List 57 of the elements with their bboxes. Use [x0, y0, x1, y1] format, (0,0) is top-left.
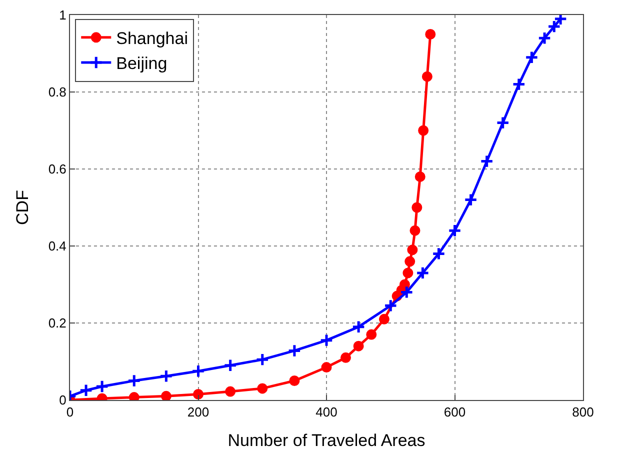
y-tick-label: 1: [59, 8, 66, 23]
y-tick-label: 0: [59, 392, 66, 408]
point: [225, 386, 236, 397]
point: [402, 268, 414, 278]
point: [410, 225, 420, 236]
y-tick-label: 0.6: [48, 162, 66, 177]
point: [320, 333, 334, 348]
point: [538, 31, 552, 45]
y-tick-label: 0.8: [48, 84, 66, 100]
point: [384, 298, 398, 313]
point: [223, 358, 238, 372]
point: [448, 224, 462, 238]
point: [95, 380, 109, 394]
point: [288, 344, 302, 358]
point: [159, 369, 174, 383]
point: [352, 320, 366, 334]
point: [321, 362, 332, 373]
point: [412, 202, 422, 213]
x-tick-label: 800: [572, 404, 594, 420]
point: [512, 77, 526, 92]
point: [256, 352, 270, 366]
point: [353, 340, 364, 352]
point: [257, 383, 268, 394]
point: [418, 125, 429, 136]
point: [416, 266, 430, 280]
point: [160, 390, 172, 400]
point: [340, 352, 351, 363]
point: [191, 364, 206, 378]
point: [399, 279, 410, 290]
point: [422, 71, 432, 82]
y-tick-label: 0.4: [48, 238, 66, 254]
point: [127, 374, 141, 388]
x-tick-label: 400: [316, 404, 338, 420]
point: [193, 388, 204, 400]
y-tick-label: 0.2: [48, 316, 66, 331]
point: [480, 154, 494, 168]
point: [496, 116, 510, 130]
legend-label: Beijing: [116, 54, 168, 74]
point: [378, 314, 390, 324]
point: [289, 376, 300, 386]
point: [366, 329, 377, 340]
point: [425, 29, 436, 40]
point: [432, 246, 446, 261]
x-axis-title: Number of Traveled Areas: [228, 431, 426, 450]
y-axis-title: CDF: [12, 190, 32, 225]
point: [400, 285, 414, 300]
point: [464, 192, 478, 207]
point: [524, 50, 539, 64]
point: [414, 171, 426, 182]
point: [128, 392, 140, 400]
point: [404, 256, 416, 267]
legend-label: Shanghai: [116, 29, 188, 48]
x-tick-label: 600: [444, 404, 466, 420]
point: [547, 20, 561, 34]
point: [79, 384, 93, 398]
point: [407, 244, 418, 256]
x-tick-label: 200: [187, 404, 210, 420]
